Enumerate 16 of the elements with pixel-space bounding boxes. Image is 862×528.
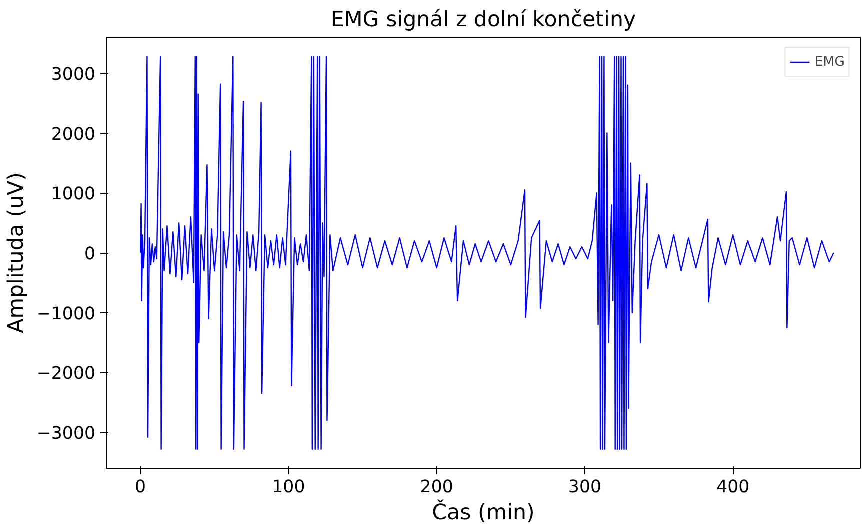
y-tick-label: −1000: [36, 304, 96, 324]
x-axis-title: Čas (min): [432, 500, 535, 526]
y-tick-label: 0: [84, 244, 96, 264]
x-tick-label: 100: [272, 478, 306, 498]
x-tick-label: 400: [716, 478, 750, 498]
x-tick-label: 300: [568, 478, 602, 498]
y-axis-title: Amplituda (uV): [4, 172, 29, 334]
y-tick-label: 2000: [51, 124, 96, 145]
legend-label: EMG: [814, 54, 845, 70]
chart-title: EMG signál z dolní končetiny: [330, 8, 636, 32]
y-tick-label: 1000: [51, 184, 96, 205]
x-tick-label: 0: [135, 478, 146, 498]
y-tick-label: −3000: [36, 424, 96, 444]
y-tick-label: −2000: [36, 364, 96, 384]
x-tick-label: 200: [420, 478, 454, 498]
y-tick-label: 3000: [51, 64, 96, 85]
